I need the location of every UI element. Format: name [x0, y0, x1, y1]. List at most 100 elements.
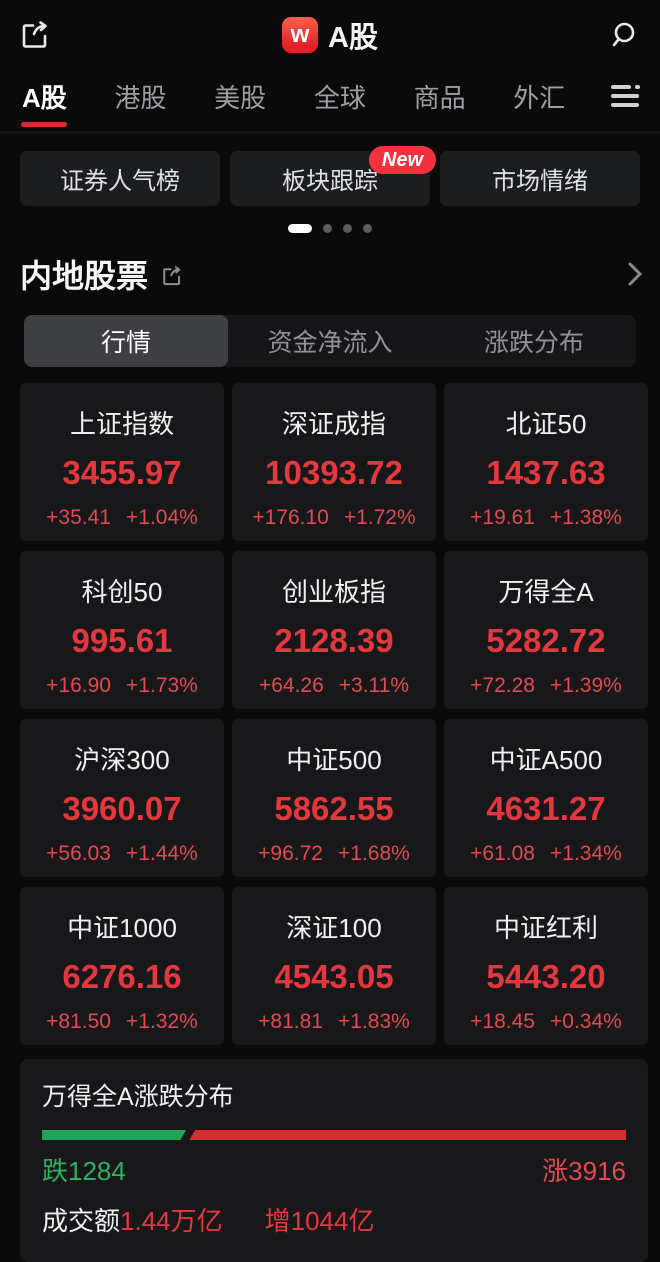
index-card-chinext[interactable]: 创业板指 2128.39 +64.26 +3.11%	[232, 551, 436, 709]
index-name: 北证50	[505, 409, 587, 439]
tab-rise-fall-distribution[interactable]: 涨跌分布	[483, 329, 584, 357]
index-card-csi500[interactable]: 中证500 5862.55 +96.72 +1.68%	[232, 719, 436, 877]
carousel-dots	[0, 206, 660, 235]
nav-tab-us[interactable]: 美股	[214, 82, 267, 113]
quick-links-row: 证券人气榜 板块跟踪 New 市场情绪	[0, 134, 660, 206]
button-stock-popularity[interactable]: 证券人气榜	[20, 151, 220, 206]
index-change: +64.26	[258, 674, 324, 697]
index-name: 万得全A	[498, 577, 594, 607]
index-price: 995.61	[71, 622, 173, 659]
carousel-dot-active	[288, 224, 312, 233]
index-card-csi-dividend[interactable]: 中证红利 5443.20 +18.45 +0.34%	[444, 887, 648, 1045]
index-card-wind-all-a[interactable]: 万得全A 5282.72 +72.28 +1.39%	[444, 551, 648, 709]
new-badge: New	[368, 146, 436, 174]
index-change: +61.08	[470, 842, 535, 865]
index-price: 6276.16	[62, 958, 182, 995]
nav-tab-global[interactable]: 全球	[313, 82, 366, 113]
index-name: 上证指数	[69, 409, 174, 439]
index-name: 沪深300	[74, 745, 170, 775]
nav-tab-a-shares[interactable]: A股	[20, 74, 69, 119]
index-change-pct: +1.38%	[550, 506, 622, 529]
index-change-pct: +1.83%	[338, 1010, 410, 1033]
page-title: A股	[328, 22, 378, 54]
index-change-pct: +1.34%	[550, 842, 622, 865]
turnover-label: 成交额	[42, 1206, 121, 1236]
index-card-csi300[interactable]: 沪深300 3960.07 +56.03 +1.44%	[20, 719, 224, 877]
distribution-labels: 跌1284 涨3916	[42, 1151, 626, 1188]
section-header: 内地股票	[0, 235, 660, 303]
button-sector-tracking[interactable]: 板块跟踪 New	[230, 146, 436, 206]
index-card-sse[interactable]: 上证指数 3455.97 +35.41 +1.04%	[20, 383, 224, 541]
turnover-value: 1.44万亿	[120, 1206, 223, 1236]
share-icon[interactable]	[18, 18, 52, 52]
distribution-bar	[42, 1130, 626, 1140]
top-bar: w A股	[0, 0, 660, 70]
index-price: 3960.07	[62, 790, 182, 827]
index-name: 创业板指	[281, 577, 386, 607]
index-price: 5862.55	[274, 790, 394, 827]
index-price: 4631.27	[486, 790, 606, 827]
index-change: +56.03	[46, 842, 111, 865]
index-change-pct: +1.39%	[550, 674, 622, 697]
index-card-sz100[interactable]: 深证100 4543.05 +81.81 +1.83%	[232, 887, 436, 1045]
tab-net-inflow[interactable]: 资金净流入	[267, 329, 393, 357]
index-name: 中证红利	[493, 913, 598, 943]
index-price: 5282.72	[486, 622, 606, 659]
distribution-panel: 万得全A涨跌分布 跌1284 涨3916 成交额 1.44万亿 增1044亿	[20, 1059, 648, 1262]
index-change: +18.45	[470, 1010, 535, 1033]
index-name: 深证100	[286, 913, 382, 943]
index-name: 中证500	[286, 745, 382, 775]
index-change-pct: +1.68%	[338, 842, 410, 865]
tab-quotes[interactable]: 行情	[24, 315, 228, 367]
wind-logo: w	[282, 17, 319, 53]
turnover-row: 成交额 1.44万亿 增1044亿	[42, 1201, 626, 1238]
index-change-pct: +3.11%	[338, 674, 410, 697]
section-share-icon[interactable]	[160, 264, 184, 288]
index-price: 3455.97	[62, 454, 182, 491]
index-card-bse50[interactable]: 北证50 1437.63 +19.61 +1.38%	[444, 383, 648, 541]
index-price: 4543.05	[274, 958, 394, 995]
app-title-group: w A股	[282, 14, 378, 56]
distribution-bar-up	[189, 1130, 626, 1140]
index-name: 科创50	[81, 577, 163, 607]
index-change: +81.81	[258, 1010, 323, 1033]
index-price: 10393.72	[265, 454, 403, 491]
market-nav: A股 港股 美股 全球 商品 外汇	[0, 70, 660, 122]
index-change-pct: +1.73%	[126, 674, 198, 697]
index-change: +81.50	[46, 1010, 111, 1033]
index-change: +72.28	[470, 674, 535, 697]
section-title: 内地股票	[20, 258, 149, 294]
carousel-dot	[343, 224, 352, 233]
index-change-pct: +0.34%	[550, 1010, 622, 1033]
distribution-title: 万得全A涨跌分布	[42, 1083, 234, 1111]
index-name: 中证A500	[489, 745, 603, 775]
index-change: +35.41	[46, 506, 111, 529]
button-label: 市场情绪	[492, 168, 588, 195]
more-markets-menu-icon[interactable]	[610, 81, 640, 111]
button-label: 板块跟踪	[282, 168, 378, 195]
chevron-right-icon[interactable]	[624, 259, 646, 289]
index-card-csi1000[interactable]: 中证1000 6276.16 +81.50 +1.32%	[20, 887, 224, 1045]
carousel-dot	[323, 224, 332, 233]
index-card-csi-a500[interactable]: 中证A500 4631.27 +61.08 +1.34%	[444, 719, 648, 877]
index-name: 中证1000	[67, 913, 177, 943]
index-card-szse[interactable]: 深证成指 10393.72 +176.10 +1.72%	[232, 383, 436, 541]
search-icon[interactable]	[610, 19, 642, 51]
index-change: +96.72	[258, 842, 323, 865]
index-name: 深证成指	[281, 409, 386, 439]
nav-tab-commodities[interactable]: 商品	[413, 82, 466, 113]
index-change-pct: +1.32%	[126, 1010, 198, 1033]
nav-tab-forex[interactable]: 外汇	[513, 82, 566, 113]
index-change: +19.61	[470, 506, 535, 529]
index-price: 1437.63	[486, 454, 606, 491]
index-card-star50[interactable]: 科创50 995.61 +16.90 +1.73%	[20, 551, 224, 709]
index-change: +176.10	[252, 506, 329, 529]
index-change: +16.90	[46, 674, 111, 697]
button-market-sentiment[interactable]: 市场情绪	[440, 151, 640, 206]
index-change-pct: +1.44%	[126, 842, 198, 865]
carousel-dot	[363, 224, 372, 233]
data-view-tabs: 行情 资金净流入 涨跌分布	[24, 315, 636, 367]
distribution-bar-down	[42, 1130, 186, 1140]
index-grid: 上证指数 3455.97 +35.41 +1.04% 深证成指 10393.72 …	[0, 367, 660, 1045]
nav-tab-hk[interactable]: 港股	[114, 82, 167, 113]
